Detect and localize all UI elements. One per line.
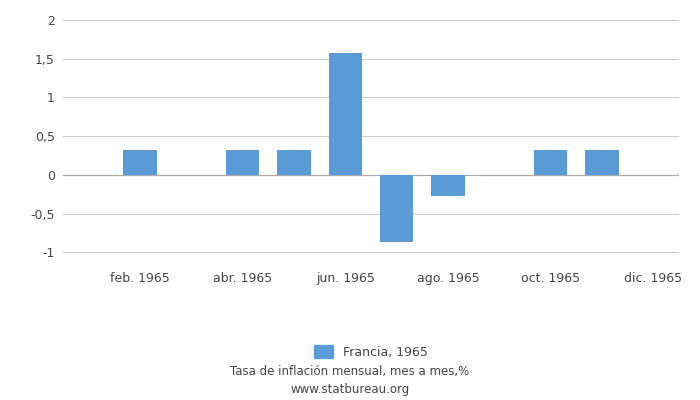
Bar bbox=[277, 150, 311, 175]
Bar bbox=[534, 150, 567, 175]
Bar bbox=[431, 175, 465, 196]
Bar bbox=[123, 150, 157, 175]
Legend: Francia, 1965: Francia, 1965 bbox=[309, 340, 433, 364]
Text: Tasa de inflación mensual, mes a mes,%: Tasa de inflación mensual, mes a mes,% bbox=[230, 366, 470, 378]
Bar bbox=[226, 150, 259, 175]
Bar bbox=[329, 53, 362, 175]
Text: www.statbureau.org: www.statbureau.org bbox=[290, 384, 410, 396]
Bar bbox=[585, 150, 619, 175]
Bar bbox=[380, 175, 413, 242]
